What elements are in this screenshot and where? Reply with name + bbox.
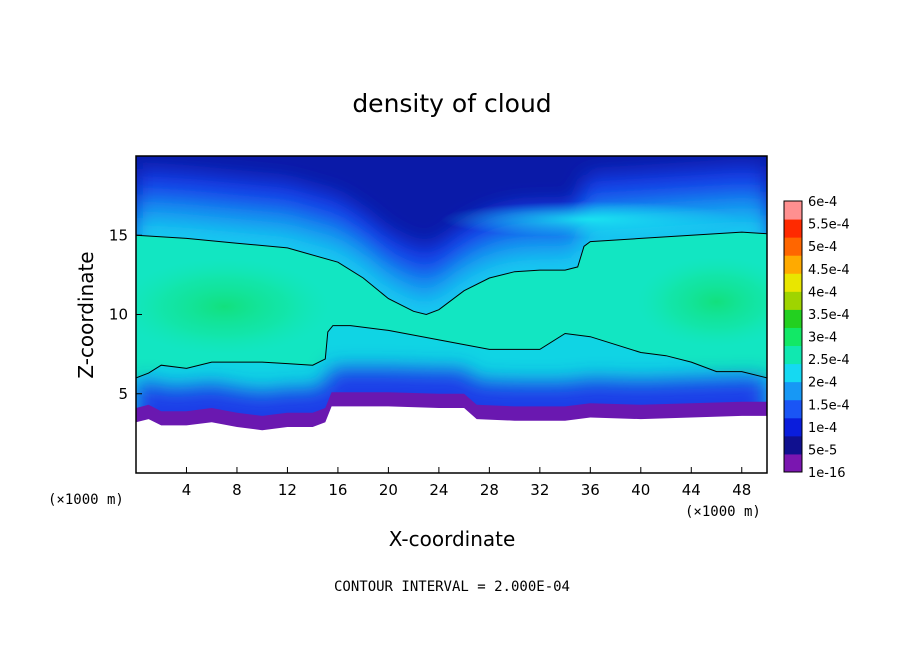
x-unit-right: (×1000 m): [685, 504, 761, 520]
colorbar-label: 5.5e-4: [808, 218, 850, 233]
x-tick-label: 44: [682, 481, 701, 499]
x-tick-label: 4: [182, 481, 192, 499]
x-tick-label: 40: [631, 481, 650, 499]
x-tick-label: 36: [581, 481, 600, 499]
x-tick-label: 16: [328, 481, 347, 499]
colorbar-label: 1e-4: [808, 421, 837, 436]
y-tick-label: 15: [109, 226, 128, 244]
y-axis-ticks: 5 10 15: [109, 226, 142, 403]
x-tick-label: 32: [530, 481, 549, 499]
colorbar-swatch: [784, 363, 802, 383]
x-tick-label: 12: [278, 481, 297, 499]
colorbar-swatch: [784, 237, 802, 256]
x-axis-ticks: 4 8 12 16 20 24 28 32 36 40 44 48: [182, 467, 751, 499]
colorbar-swatch: [784, 381, 802, 401]
colorbar-swatch: [784, 327, 802, 347]
upper-contour: [136, 231, 767, 316]
colorbar-label: 1.5e-4: [808, 398, 850, 413]
x-tick-label: 8: [232, 481, 242, 499]
chart-title: density of cloud: [352, 89, 551, 118]
colorbar-swatch: [784, 201, 802, 220]
colorbar-label: 1e-16: [808, 466, 846, 481]
colorbar-swatch: [784, 453, 802, 473]
x-unit-left: (×1000 m): [48, 492, 124, 508]
colorbar-swatch: [784, 399, 802, 419]
colorbar-label: 6e-4: [808, 195, 837, 210]
clear-air: [136, 406, 767, 473]
colorbar-label: 5e-4: [808, 240, 837, 255]
colorbar-swatch: [784, 345, 802, 365]
colorbar-swatch: [784, 309, 802, 328]
y-tick-label: 10: [109, 306, 128, 324]
colorbar-label: 3e-4: [808, 331, 837, 346]
colorbar-frame: [783, 200, 803, 473]
x-tick-label: 48: [732, 481, 751, 499]
colorbar-swatch: [784, 273, 802, 292]
core-left: [136, 258, 330, 355]
colorbar-label: 4.5e-4: [808, 263, 850, 278]
colorbar-label: 3.5e-4: [808, 308, 850, 323]
x-tick-label: 28: [480, 481, 499, 499]
colorbar-label: 5e-5: [808, 443, 837, 458]
colorbar-label: 2.5e-4: [808, 353, 850, 368]
cyan-tongue: [440, 201, 741, 238]
colorbar-swatch: [784, 219, 802, 238]
x-tick-label: 24: [429, 481, 448, 499]
core-right: [636, 256, 767, 347]
colorbar: 1e-16 5e-5 1e-4 1.5e-4 2e-4 2.5e-4 3e-4 3.5e-4 4…: [783, 195, 850, 481]
colorbar-label: 4e-4: [808, 285, 837, 300]
colorbar-swatch: [784, 255, 802, 274]
x-axis-label: X-coordinate: [389, 527, 516, 551]
colorbar-swatch: [784, 435, 802, 455]
lower-contour: [136, 325, 767, 379]
plot-field: [136, 156, 767, 473]
x-tick-label: 20: [379, 481, 398, 499]
y-tick-label: 5: [118, 385, 128, 403]
contour-interval-note: CONTOUR INTERVAL = 2.000E-04: [334, 579, 570, 595]
colorbar-label: 2e-4: [808, 376, 837, 391]
colorbar-swatch: [784, 417, 802, 437]
colorbar-swatch: [784, 291, 802, 310]
y-axis-label: Z-coordinate: [74, 251, 98, 378]
